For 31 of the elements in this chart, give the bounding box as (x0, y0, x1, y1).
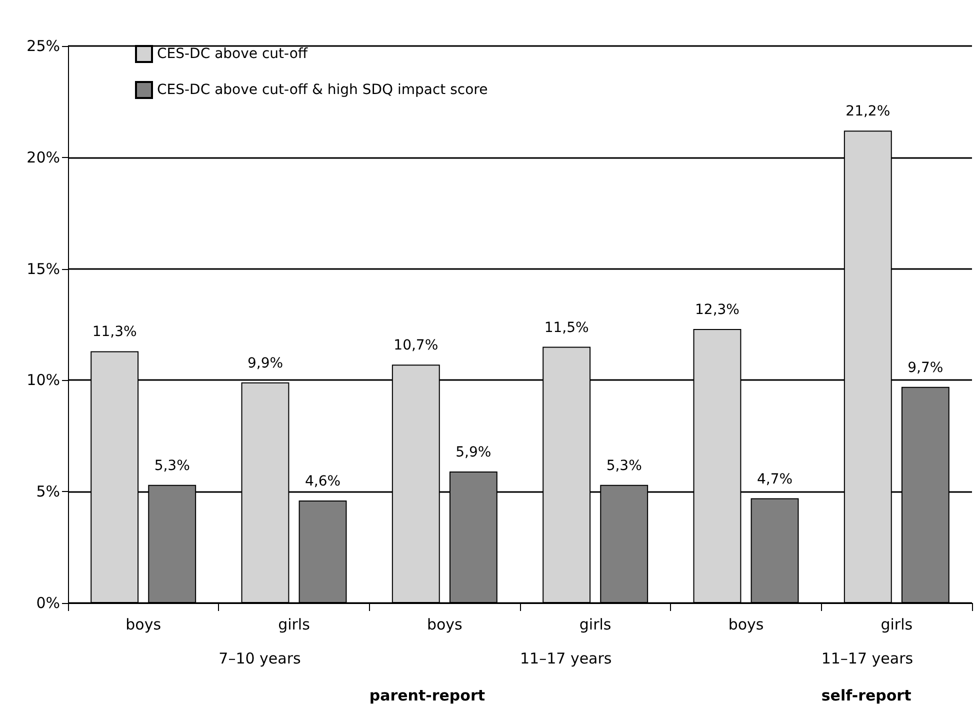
x-tick-label: boys (126, 616, 162, 634)
text: 11–17 years (821, 650, 914, 668)
x-tick-label: boys (426, 616, 463, 634)
data-label: 5,9% (456, 444, 492, 461)
data-label: 5,3% (606, 458, 642, 474)
y-tick-label: 5% (36, 482, 60, 501)
x-tick-label: girls (579, 616, 612, 634)
y-tick-label: 10% (26, 371, 60, 390)
data-label: 21,2% (846, 104, 890, 120)
text: parent-report (369, 686, 486, 704)
x-tick-label: girls (880, 616, 913, 634)
data-label: 5,3% (154, 458, 190, 474)
data-label: 4,6% (304, 474, 341, 490)
y-tick-label: 0% (36, 594, 60, 612)
text: self-report (821, 686, 912, 704)
x-tick-label: boys (728, 616, 764, 634)
legend-label: CES-DC above cut-off (157, 46, 308, 62)
x-tick-label: girls (278, 616, 310, 634)
data-label: 11,5% (544, 320, 589, 336)
data-label: 12,3% (694, 302, 740, 318)
y-tick-label: 25% (26, 37, 60, 55)
y-tick-label: 15% (26, 260, 60, 278)
data-label: 9,7% (908, 360, 944, 376)
data-label: 9,9% (247, 355, 284, 372)
legend-label: CES-DC above cut-off & high SDQ impact score (157, 82, 488, 98)
text: 11–17 years (520, 650, 612, 668)
y-tick-label: 20% (26, 148, 60, 166)
data-label: 10,7% (394, 338, 438, 354)
data-label: 4,7% (756, 471, 793, 488)
data-label: 11,3% (92, 324, 137, 340)
text: 7–10 years (218, 650, 302, 668)
